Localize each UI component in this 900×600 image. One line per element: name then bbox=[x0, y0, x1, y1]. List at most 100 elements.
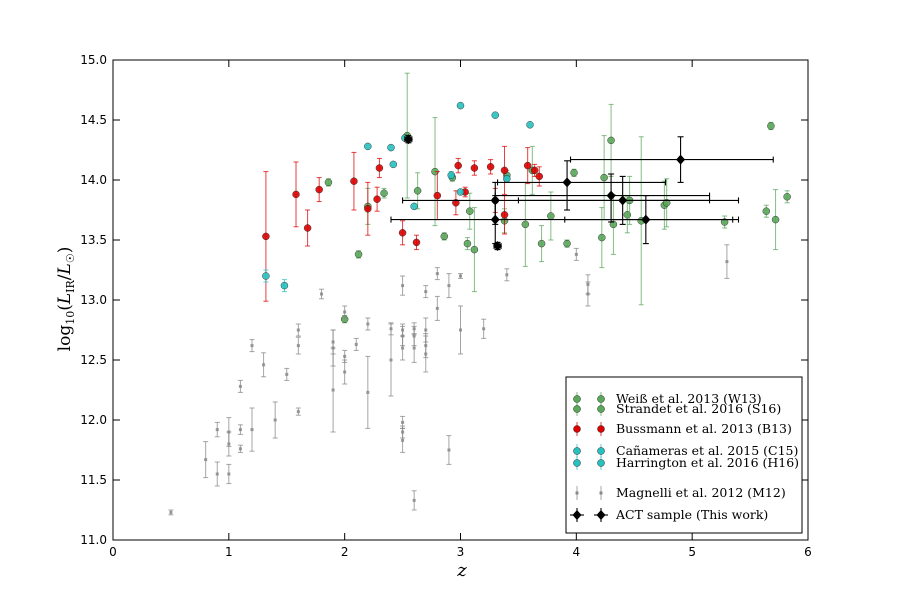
y-label-prefix-sub: 10 bbox=[64, 311, 77, 325]
data-point bbox=[295, 336, 301, 355]
data-point bbox=[387, 143, 395, 152]
data-marker bbox=[771, 215, 780, 224]
data-point bbox=[330, 329, 336, 367]
data-point bbox=[364, 142, 372, 151]
data-marker bbox=[410, 202, 418, 211]
x-tick-label: 1 bbox=[225, 545, 233, 559]
data-point bbox=[423, 333, 429, 359]
data-marker bbox=[500, 211, 509, 219]
data-point bbox=[771, 189, 780, 251]
legend-marker bbox=[597, 459, 605, 467]
data-marker bbox=[280, 281, 289, 290]
data-marker bbox=[285, 372, 289, 376]
data-point bbox=[398, 220, 407, 246]
y-label-prefix: log bbox=[55, 325, 75, 352]
data-marker bbox=[343, 354, 347, 358]
data-point bbox=[365, 355, 371, 429]
data-point bbox=[497, 160, 667, 211]
legend: Weiß et al. 2013 (W13)Strandet et al. 20… bbox=[565, 376, 803, 534]
data-marker bbox=[452, 199, 460, 207]
data-point bbox=[440, 232, 449, 241]
data-point bbox=[433, 171, 442, 221]
data-marker bbox=[606, 190, 616, 201]
data-marker bbox=[238, 447, 242, 451]
data-marker bbox=[354, 342, 358, 346]
y-tick-label: 14.0 bbox=[80, 173, 107, 187]
y-label-L-sub: IR bbox=[64, 279, 77, 292]
legend-marker bbox=[597, 405, 605, 413]
data-point bbox=[261, 352, 267, 378]
legend-entry: Bussmann et al. 2013 (B13) bbox=[573, 421, 792, 436]
data-marker bbox=[401, 284, 405, 288]
data-marker bbox=[424, 344, 428, 348]
data-marker bbox=[204, 458, 208, 462]
data-marker bbox=[720, 218, 729, 226]
data-marker bbox=[412, 498, 416, 502]
x-tick-label: 4 bbox=[573, 545, 581, 559]
data-marker bbox=[535, 172, 544, 181]
data-point bbox=[762, 204, 771, 218]
legend-entry: Harrington et al. 2016 (H16) bbox=[573, 455, 799, 470]
legend-label: ACT sample (This work) bbox=[615, 507, 768, 522]
data-point bbox=[446, 435, 452, 465]
data-marker bbox=[503, 175, 511, 183]
legend-marker bbox=[573, 405, 581, 413]
data-point bbox=[458, 273, 463, 279]
data-marker bbox=[470, 245, 479, 254]
data-marker bbox=[493, 241, 503, 251]
data-point bbox=[353, 337, 359, 351]
data-point bbox=[389, 160, 398, 169]
data-marker bbox=[482, 327, 486, 331]
legend-marker bbox=[597, 395, 605, 403]
y-label-L: L bbox=[55, 293, 75, 305]
data-marker bbox=[401, 438, 405, 442]
legend-marker bbox=[575, 491, 579, 495]
data-marker bbox=[343, 370, 347, 374]
data-marker bbox=[526, 121, 534, 129]
data-marker bbox=[547, 212, 555, 220]
data-point bbox=[463, 237, 472, 251]
data-point bbox=[365, 317, 371, 331]
legend-box bbox=[565, 376, 803, 534]
data-marker bbox=[366, 390, 370, 394]
data-marker bbox=[537, 239, 546, 248]
data-point bbox=[517, 175, 740, 225]
legend-marker bbox=[597, 425, 605, 433]
data-point bbox=[280, 279, 289, 293]
data-marker bbox=[250, 428, 254, 432]
data-marker bbox=[227, 442, 231, 446]
legend-entry: ACT sample (This work) bbox=[570, 507, 768, 522]
y-label-Lsun: L bbox=[55, 263, 75, 275]
data-marker bbox=[574, 252, 578, 256]
data-point bbox=[262, 269, 270, 283]
data-marker bbox=[215, 428, 219, 432]
data-marker bbox=[375, 164, 384, 172]
data-marker bbox=[262, 272, 270, 280]
data-point bbox=[434, 267, 440, 281]
data-marker bbox=[500, 166, 509, 175]
y-tick-label: 13.5 bbox=[80, 233, 107, 247]
data-point bbox=[380, 187, 388, 199]
legend-marker bbox=[573, 395, 581, 403]
data-marker bbox=[238, 384, 242, 388]
data-marker bbox=[366, 322, 370, 326]
data-marker bbox=[296, 328, 300, 332]
data-point bbox=[720, 215, 729, 229]
data-marker bbox=[401, 420, 405, 424]
data-marker bbox=[447, 171, 455, 179]
data-marker bbox=[389, 358, 393, 362]
data-point bbox=[504, 268, 510, 282]
data-point bbox=[354, 250, 363, 259]
data-point bbox=[454, 157, 462, 174]
data-point bbox=[315, 177, 323, 203]
data-point bbox=[292, 161, 300, 228]
data-point bbox=[226, 431, 232, 457]
data-point bbox=[456, 101, 465, 110]
data-marker bbox=[490, 195, 500, 206]
data-point bbox=[249, 407, 255, 452]
tick-layer: 0 1 2 3 4 5 6 11.0 11.5 12.0 12.5 13.0 13.5 14.0 14.5 1… bbox=[80, 53, 812, 559]
data-marker bbox=[250, 344, 254, 348]
y-tick-label: 13.0 bbox=[80, 293, 107, 307]
y-tick-label: 11.0 bbox=[80, 533, 107, 547]
data-point bbox=[526, 121, 534, 129]
